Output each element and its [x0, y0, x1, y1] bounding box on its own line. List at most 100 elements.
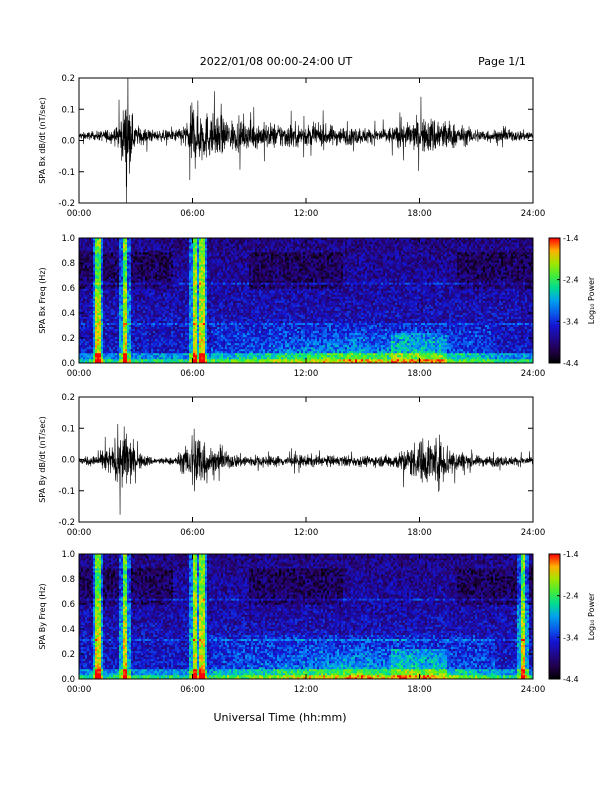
spectrogram-cell: [111, 266, 113, 268]
spectrogram-cell: [111, 252, 113, 254]
spectrogram-cell: [99, 252, 101, 254]
spectrogram-cell: [125, 355, 127, 357]
spectrogram-cell: [127, 303, 129, 305]
spectrogram-cell: [125, 242, 127, 244]
spectrogram-cell: [93, 325, 95, 327]
spectrogram-cell: [99, 286, 101, 288]
spectrogram-cell: [105, 294, 107, 296]
spectrogram-cell: [87, 301, 89, 303]
spectrogram-cell: [83, 305, 85, 307]
spectrogram-cell: [103, 282, 105, 284]
spectrogram-cell: [123, 298, 125, 300]
spectrogram-cell: [103, 292, 105, 294]
spectrogram-cell: [127, 315, 129, 317]
spectrogram-cell: [83, 282, 85, 284]
spectrogram-cell: [119, 278, 121, 280]
spectrogram-cell: [87, 343, 89, 345]
spectrogram-cell: [127, 335, 129, 337]
spectrogram-cell: [123, 244, 125, 246]
spectrogram-cell: [97, 244, 99, 246]
spectrogram-cell: [111, 286, 113, 288]
spectrogram-cell: [127, 305, 129, 307]
spectrogram-cell: [89, 252, 91, 254]
spectrogram-cell: [115, 317, 117, 319]
spectrogram-cell: [107, 315, 109, 317]
spectrogram-cell: [121, 355, 123, 357]
spectrogram-cell: [129, 282, 131, 284]
spectrogram-cell: [125, 345, 127, 347]
spectrogram-cell: [123, 321, 125, 323]
spectrogram-cell: [91, 335, 93, 337]
spectrogram-cell: [121, 311, 123, 313]
spectrogram-cell: [107, 242, 109, 244]
spectrogram-cell: [97, 349, 99, 351]
spectrogram-cell: [81, 317, 83, 319]
spectrogram-cell: [105, 258, 107, 260]
spectrogram-cell: [119, 252, 121, 254]
spectrogram-cell: [83, 290, 85, 292]
spectrogram-cell: [117, 351, 119, 353]
spectrogram-cell: [95, 327, 97, 329]
spectrogram-cell: [81, 303, 83, 305]
spectrogram-cell: [101, 303, 103, 305]
spectrogram-cell: [87, 250, 89, 252]
spectrogram-cell: [99, 266, 101, 268]
spectrogram-cell: [121, 327, 123, 329]
spectrogram-cell: [113, 256, 115, 258]
spectrogram-cell: [119, 341, 121, 343]
spectrogram-cell: [95, 294, 97, 296]
spectrogram-cell: [119, 290, 121, 292]
spectrogram-cell: [123, 288, 125, 290]
y-tick-label: -0.2: [58, 199, 75, 209]
spectrogram-cell: [119, 296, 121, 298]
spectrogram-cell: [107, 321, 109, 323]
spectrogram-cell: [91, 286, 93, 288]
spectrogram-cell: [87, 290, 89, 292]
spectrogram-cell: [125, 335, 127, 337]
spectrogram-cell: [107, 341, 109, 343]
spectrogram-cell: [123, 313, 125, 315]
spectrogram-cell: [87, 260, 89, 262]
spectrogram-cell: [97, 266, 99, 268]
spectrogram-cell: [115, 335, 117, 337]
spectrogram-cell: [91, 240, 93, 242]
spectrogram-cell: [93, 351, 95, 353]
spectrogram-cell: [105, 292, 107, 294]
spectrogram-cell: [119, 317, 121, 319]
spectrogram-cell: [121, 248, 123, 250]
spectrogram-cell: [121, 319, 123, 321]
spectrogram-cell: [87, 345, 89, 347]
spectrogram-cell: [99, 349, 101, 351]
spectrogram-cell: [121, 296, 123, 298]
spectrogram-cell: [101, 333, 103, 335]
spectrogram-cell: [127, 260, 129, 262]
spectrogram-cell: [111, 339, 113, 341]
spectrogram-cell: [93, 274, 95, 276]
spectrogram-cell: [131, 347, 133, 349]
spectrogram-cell: [121, 359, 123, 361]
spectrogram-cell: [99, 246, 101, 248]
spectrogram-cell: [129, 292, 131, 294]
spectrogram-cell: [87, 347, 89, 349]
spectrogram-cell: [93, 262, 95, 264]
spectrogram-cell: [105, 323, 107, 325]
spectrogram-cell: [111, 250, 113, 252]
spectrogram-cell: [85, 246, 87, 248]
spectrogram-cell: [115, 258, 117, 260]
spectrogram-cell: [91, 307, 93, 309]
spectrogram-cell: [101, 242, 103, 244]
spectrogram-cell: [127, 292, 129, 294]
spectrogram-cell: [91, 305, 93, 307]
spectrogram-cell: [115, 284, 117, 286]
spectrogram-cell: [109, 327, 111, 329]
spectrogram-cell: [81, 284, 83, 286]
spectrogram-cell: [95, 278, 97, 280]
spectrogram-cell: [113, 343, 115, 345]
spectrogram-cell: [129, 258, 131, 260]
spectrogram-cell: [85, 315, 87, 317]
spectrogram-cell: [117, 333, 119, 335]
spectrogram-cell: [119, 294, 121, 296]
spectrogram-cell: [97, 278, 99, 280]
spectrogram-cell: [127, 357, 129, 359]
spectrogram-cell: [111, 351, 113, 353]
